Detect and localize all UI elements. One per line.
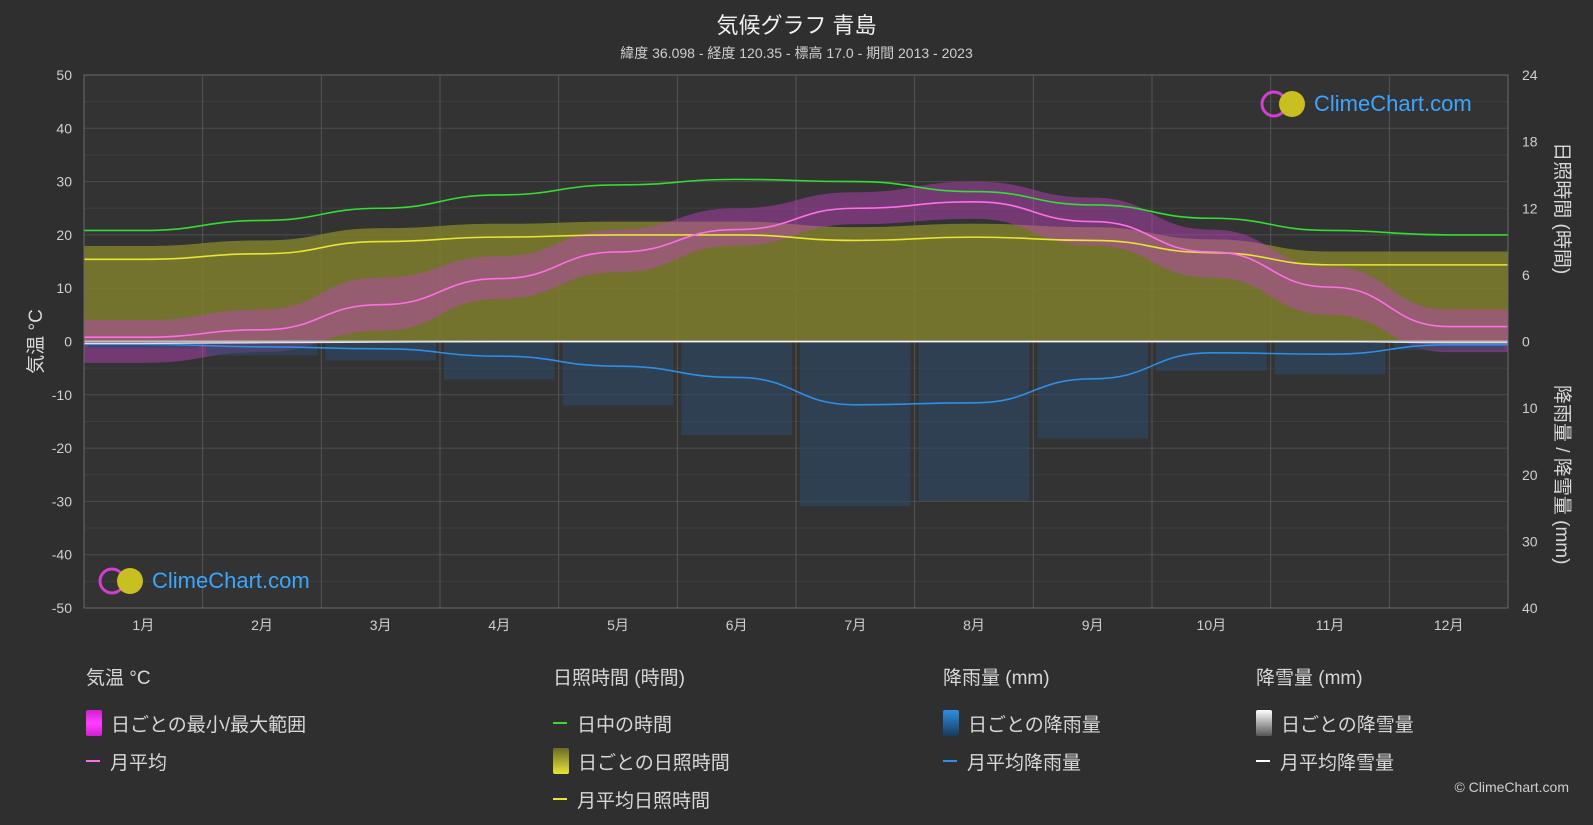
- y-left-tick-label: -10: [52, 387, 72, 403]
- legend-item-daylight: 日中の時間: [553, 704, 730, 742]
- y-right-top-axis-title: 日照時間 (時間): [1551, 142, 1573, 274]
- y-left-tick-label: -20: [52, 440, 72, 456]
- y-right-sun-tick-label: 18: [1522, 134, 1538, 150]
- y-right-bottom-axis-title: 降雨量 / 降雪量 (mm): [1551, 385, 1573, 564]
- legend-head-rain: 降雨量 (mm): [943, 668, 1050, 689]
- climechart-logo-icon: [1260, 90, 1305, 118]
- logo-text: ClimeChart.com: [152, 568, 310, 593]
- legend-item-sun-avg: 月平均日照時間: [553, 780, 730, 818]
- legend-swatch: [1256, 760, 1270, 762]
- y-left-tick-label: 0: [64, 334, 72, 350]
- logo-bottom: ClimeChart.com: [96, 565, 310, 597]
- x-tick-label: 12月: [1434, 617, 1464, 633]
- x-tick-label: 6月: [726, 617, 748, 633]
- y-left-axis-title: 気温 °C: [25, 309, 47, 374]
- legend-label: 月平均降雪量: [1280, 752, 1395, 774]
- legend-item-temp-avg: 月平均: [86, 742, 306, 780]
- x-tick-label: 5月: [607, 617, 629, 633]
- legend-item-temp-range: 日ごとの最小/最大範囲: [86, 704, 306, 742]
- legend-swatch: [943, 710, 959, 736]
- legend-label: 日ごとの日照時間: [578, 752, 730, 774]
- y-left-tick-label: -50: [52, 600, 72, 616]
- snow-avg-line: [83, 340, 1508, 345]
- x-tick-label: 1月: [132, 617, 154, 633]
- logo-text: ClimeChart.com: [1314, 91, 1472, 116]
- y-left-tick-label: 20: [56, 227, 72, 243]
- y-right-precip-tick-label: 20: [1522, 467, 1538, 483]
- legend-item-rain-avg: 月平均降雨量: [943, 742, 1101, 780]
- daily-rain-bar: [1393, 341, 1504, 351]
- legend-item-daily-rain: 日ごとの降雨量: [943, 704, 1101, 742]
- x-tick-label: 2月: [251, 617, 273, 633]
- legend-label: 月平均降雨量: [967, 752, 1082, 774]
- daily-rain-bar: [1274, 341, 1386, 375]
- legend-label: 日中の時間: [577, 714, 673, 736]
- daylight-line: [83, 178, 1508, 236]
- daily-rain-bar: [681, 341, 792, 436]
- legend-item-daily-snow: 日ごとの降雪量: [1256, 704, 1414, 742]
- chart-title: 気候グラフ 青島: [716, 13, 877, 38]
- legend-head-temperature: 気温 °C: [86, 668, 151, 689]
- legend-rain: 降雨量 (mm) 日ごとの降雨量 月平均降雨量: [943, 663, 1101, 780]
- legend-label: 日ごとの降雨量: [968, 714, 1101, 736]
- legend-label: 日ごとの降雪量: [1281, 714, 1414, 736]
- plot-border: [83, 74, 1509, 609]
- x-tick-label: 8月: [963, 617, 985, 633]
- sunshine-avg-line: [84, 234, 1508, 266]
- legend-swatch: [553, 798, 567, 800]
- legend-label: 月平均: [110, 752, 168, 774]
- daily-rain-bar: [1156, 341, 1267, 371]
- legend-swatch: [553, 722, 567, 724]
- y-left-tick-label: 50: [56, 67, 72, 83]
- daily-rain-bar: [325, 341, 436, 361]
- daily-rain-bar: [206, 341, 318, 356]
- y-right-sun-tick-label: 12: [1522, 200, 1538, 216]
- climechart-logo-icon: [98, 567, 143, 595]
- y-left-tick-label: -30: [52, 493, 72, 509]
- daily-rain-bar: [444, 341, 555, 380]
- x-tick-label: 11月: [1316, 617, 1345, 633]
- x-tick-label: 10月: [1197, 617, 1227, 633]
- x-tick-label: 9月: [1082, 617, 1104, 633]
- x-tick-label: 7月: [844, 617, 866, 633]
- y-right-precip-tick-label: 40: [1522, 600, 1538, 616]
- daily-sunshine-area: [84, 221, 1508, 342]
- y-right-sun-tick-label: 6: [1522, 267, 1530, 283]
- y-right-sun-tick-label: 24: [1522, 67, 1538, 83]
- y-right-precip-tick-label: 10: [1522, 400, 1538, 416]
- copyright: © ClimeChart.com: [1454, 779, 1569, 795]
- legend-head-snow: 降雪量 (mm): [1256, 668, 1363, 689]
- temperature-avg-line: [83, 201, 1508, 339]
- daily-rain-bar: [562, 341, 674, 406]
- legend-label: 月平均日照時間: [577, 790, 711, 812]
- y-left-tick-label: 10: [56, 280, 72, 296]
- legend-head-sunshine: 日照時間 (時間): [553, 668, 685, 689]
- legend-sunshine: 日照時間 (時間) 日中の時間 日ごとの日照時間 月平均日照時間: [553, 663, 730, 818]
- legend-temperature: 気温 °C 日ごとの最小/最大範囲 月平均: [86, 663, 306, 780]
- y-left-tick-label: -40: [52, 547, 72, 563]
- y-left-tick-label: 40: [56, 120, 72, 136]
- legend-snow: 降雪量 (mm) 日ごとの降雪量 月平均降雪量: [1256, 663, 1414, 780]
- x-tick-label: 3月: [370, 617, 392, 633]
- legend-item-snow-avg: 月平均降雪量: [1256, 742, 1414, 780]
- x-tick-label: 4月: [488, 617, 510, 633]
- legend-swatch: [943, 760, 957, 762]
- chart-subtitle: 緯度 36.098 - 経度 120.35 - 標高 17.0 - 期間 201…: [620, 45, 973, 61]
- temperature-range-band: [84, 181, 1508, 363]
- daily-rain-bar: [800, 341, 911, 507]
- rain-avg-line: [83, 343, 1509, 406]
- y-right-sun-tick-label: 0: [1522, 334, 1530, 350]
- legend-swatch: [553, 748, 569, 774]
- legend-swatch: [86, 760, 100, 762]
- legend-swatch: [1256, 710, 1272, 736]
- legend-label: 日ごとの最小/最大範囲: [111, 714, 307, 736]
- daily-rain-bar: [1037, 341, 1148, 439]
- legend-item-daily-sun: 日ごとの日照時間: [553, 742, 730, 780]
- y-right-precip-tick-label: 30: [1522, 533, 1538, 549]
- logo-top: ClimeChart.com: [1258, 88, 1472, 120]
- y-left-tick-label: 30: [56, 174, 72, 190]
- daily-rain-bar: [918, 341, 1030, 501]
- legend-swatch: [86, 710, 102, 736]
